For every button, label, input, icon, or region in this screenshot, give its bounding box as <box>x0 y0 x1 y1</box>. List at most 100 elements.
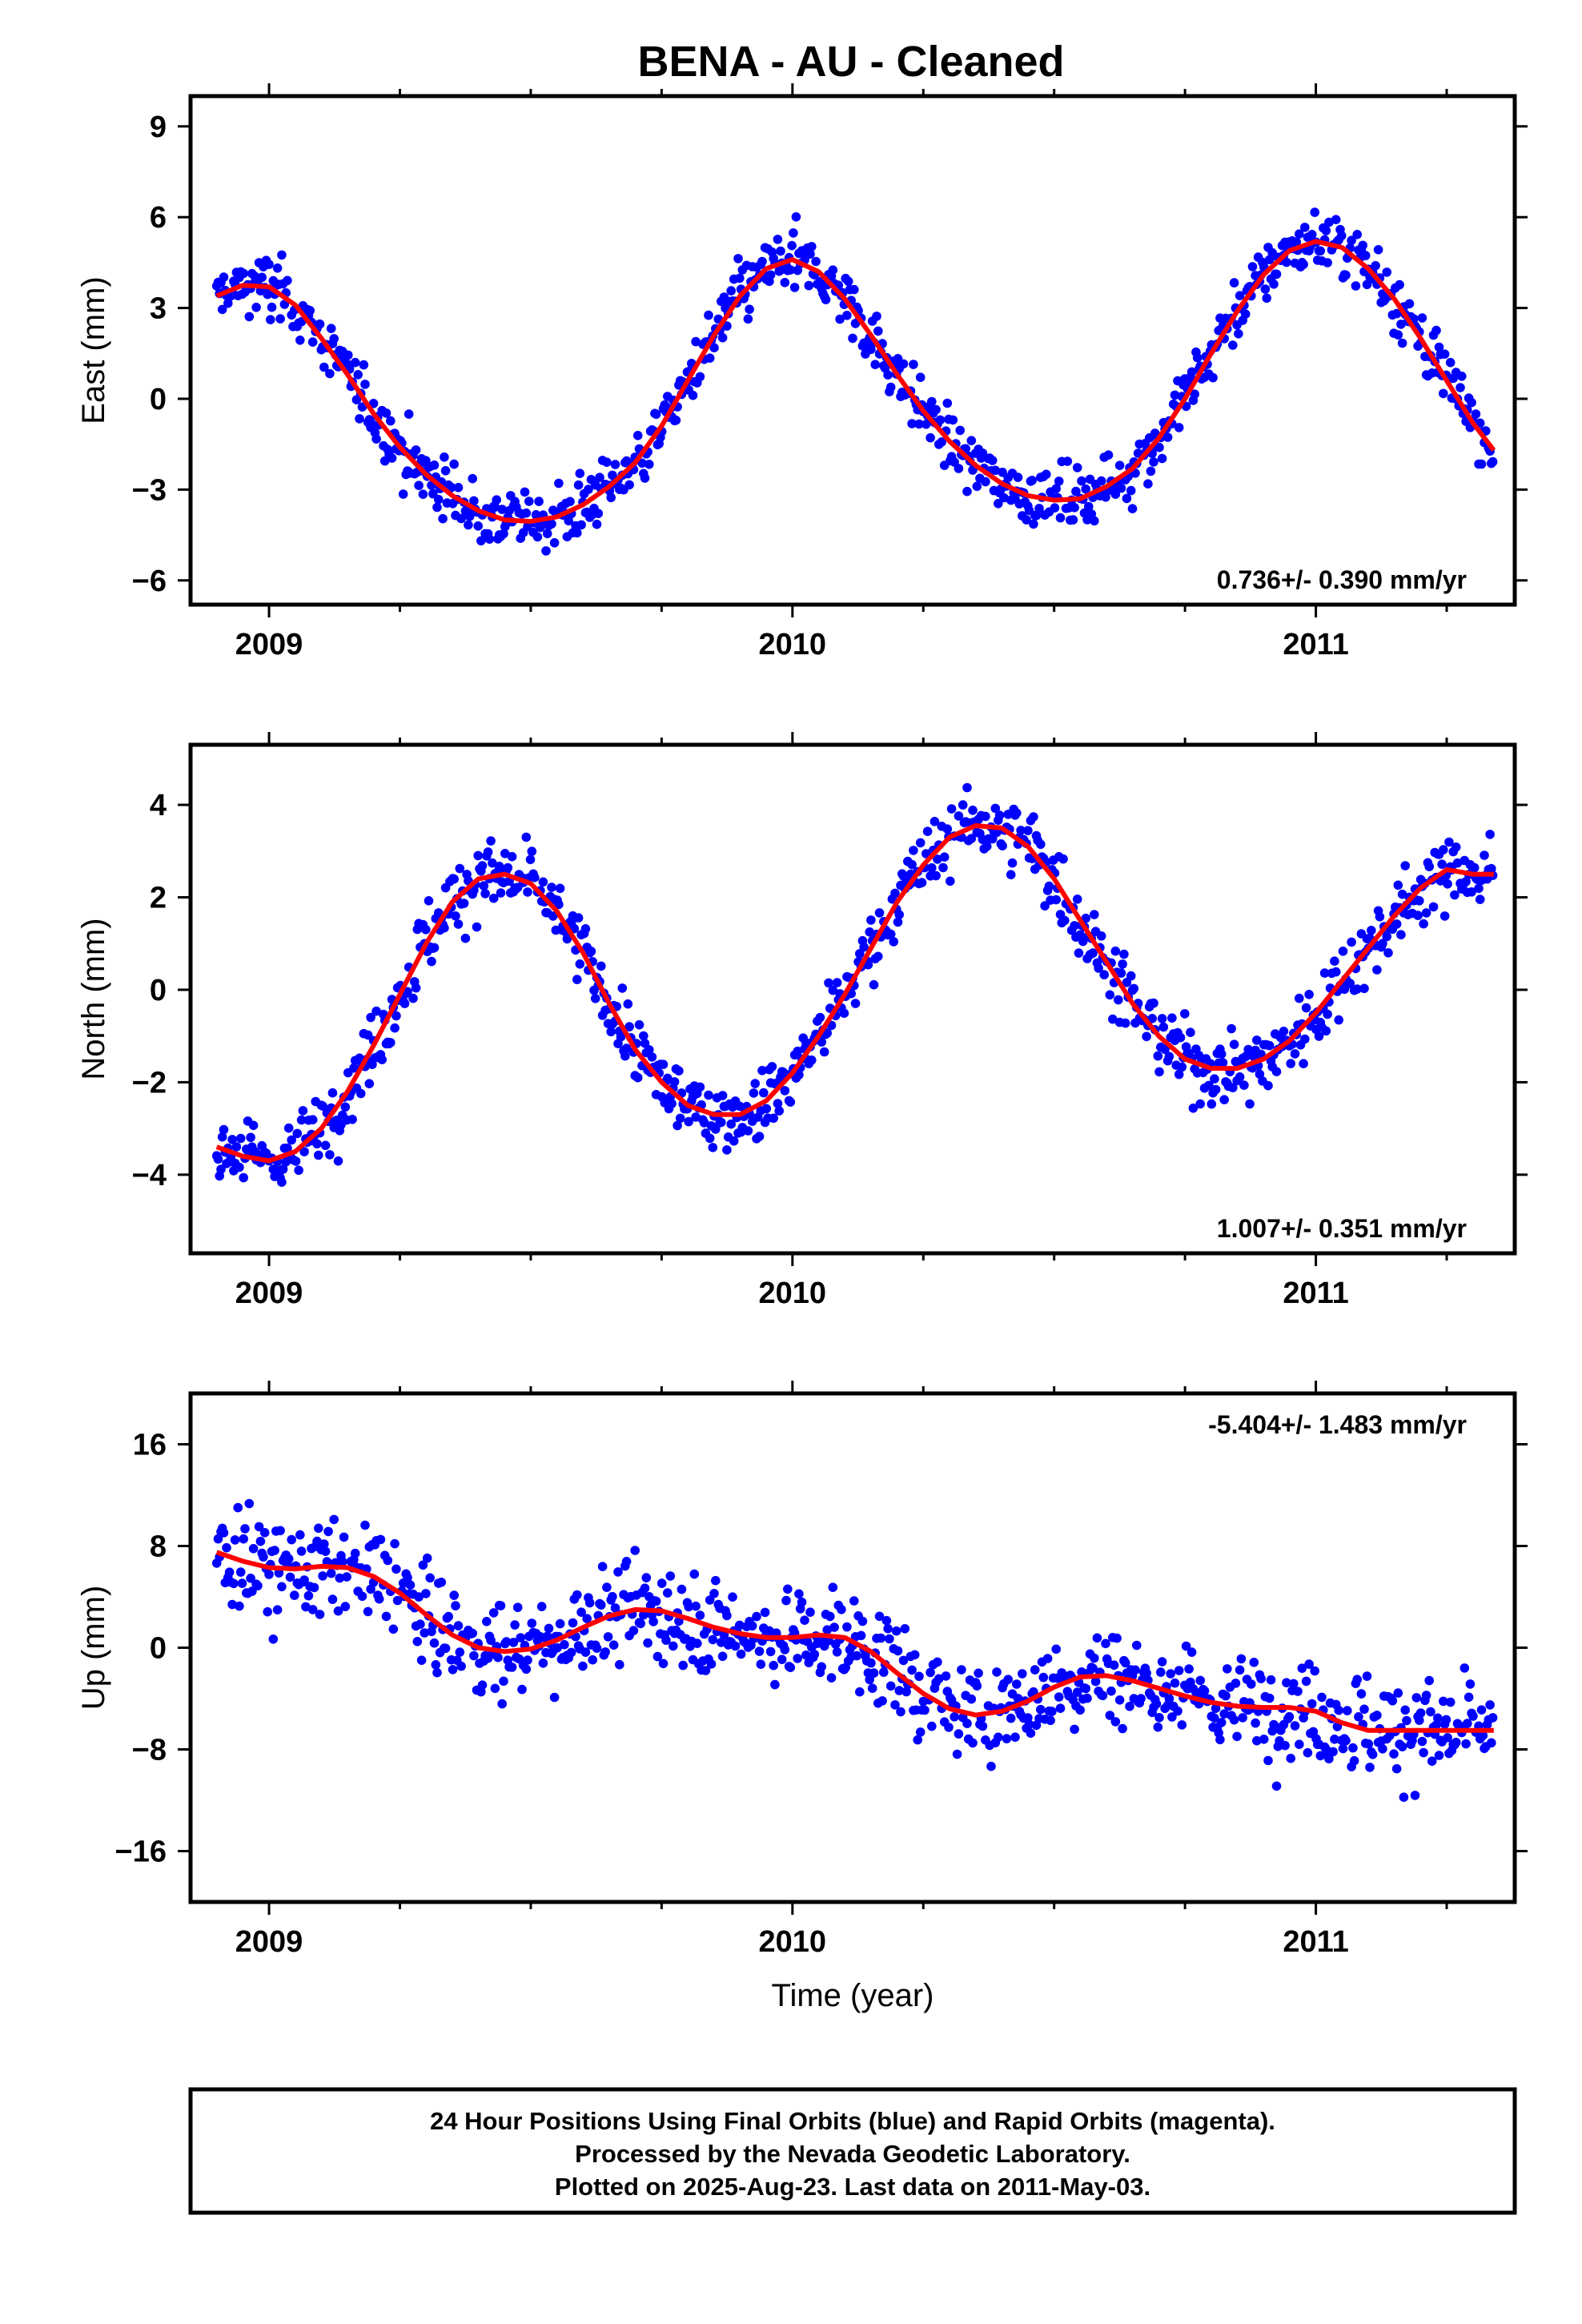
data-point <box>828 1582 838 1592</box>
data-point <box>832 1647 842 1657</box>
data-point <box>1415 896 1424 906</box>
data-point <box>691 336 701 347</box>
data-point <box>1396 320 1406 329</box>
data-point <box>322 1557 332 1566</box>
data-point <box>807 1055 817 1065</box>
data-point <box>849 284 859 295</box>
data-point <box>532 532 543 542</box>
data-point <box>819 1047 829 1057</box>
data-point <box>1469 862 1480 873</box>
data-point <box>1365 1763 1375 1772</box>
data-point <box>538 1659 548 1668</box>
data-point <box>608 1640 619 1650</box>
data-point <box>299 1147 309 1156</box>
data-point <box>1007 858 1018 868</box>
data-point <box>390 1023 400 1033</box>
data-point <box>1180 1009 1190 1019</box>
data-point <box>340 1602 351 1611</box>
data-point <box>547 883 556 892</box>
data-point <box>915 1727 926 1737</box>
data-point <box>1090 516 1099 526</box>
data-point <box>865 1675 874 1685</box>
data-point <box>717 1117 726 1128</box>
data-point <box>990 803 1001 814</box>
data-point <box>640 1583 650 1593</box>
data-point <box>259 1552 268 1562</box>
data-point <box>307 337 318 347</box>
data-point <box>1071 486 1081 497</box>
data-point <box>1068 515 1078 525</box>
data-point <box>350 1548 360 1558</box>
data-point <box>503 862 513 873</box>
data-point <box>705 353 715 364</box>
data-point <box>927 862 937 873</box>
data-point <box>576 1607 586 1617</box>
data-point <box>1319 968 1330 978</box>
data-point <box>704 1090 713 1100</box>
data-point <box>955 425 965 436</box>
data-point <box>1040 901 1050 911</box>
data-point <box>926 1667 935 1678</box>
data-point <box>277 1582 287 1592</box>
data-point <box>728 1592 737 1602</box>
data-point <box>1354 1712 1363 1722</box>
data-point <box>1465 1679 1476 1689</box>
data-point <box>842 1622 852 1632</box>
data-point <box>1419 1747 1428 1758</box>
model-line-north <box>215 823 1494 1164</box>
data-point <box>488 1608 499 1618</box>
model-line-east <box>215 239 1496 525</box>
data-point <box>1413 911 1423 920</box>
data-point <box>709 1589 719 1598</box>
data-point <box>342 1572 351 1582</box>
data-point <box>757 256 767 267</box>
data-point <box>891 1626 901 1636</box>
data-point <box>455 863 465 874</box>
data-point <box>1238 1713 1247 1723</box>
data-point <box>1282 1678 1291 1687</box>
data-point <box>314 1523 323 1534</box>
data-point <box>1177 1720 1187 1730</box>
data-point <box>1142 1031 1151 1042</box>
data-point <box>325 1150 335 1160</box>
data-point <box>1410 1791 1420 1800</box>
data-point <box>315 319 325 329</box>
data-point <box>1330 1735 1339 1744</box>
data-point <box>691 1112 701 1122</box>
data-point <box>1149 457 1158 467</box>
data-point <box>476 536 486 546</box>
data-point <box>1334 1015 1343 1025</box>
data-point <box>950 1712 959 1722</box>
data-point <box>663 1073 673 1084</box>
data-point <box>1299 1059 1308 1068</box>
data-point <box>1130 1665 1140 1675</box>
plot-frame <box>188 742 1517 1256</box>
data-point <box>319 1539 329 1549</box>
data-point <box>1428 902 1439 912</box>
data-point <box>1349 1755 1359 1766</box>
data-point <box>942 398 953 408</box>
data-point <box>468 473 477 484</box>
data-point <box>333 1606 343 1616</box>
data-point <box>1126 485 1136 496</box>
data-point <box>1181 1641 1191 1651</box>
data-point <box>641 1573 652 1582</box>
data-point <box>1330 956 1339 966</box>
data-point <box>326 324 336 334</box>
y-tick-label: 0 <box>150 383 167 416</box>
data-point <box>1098 1691 1108 1701</box>
data-point <box>1031 511 1042 521</box>
data-point <box>1308 1727 1319 1737</box>
data-point <box>530 872 540 883</box>
data-point <box>422 1553 432 1563</box>
data-point <box>1081 913 1090 923</box>
data-point <box>507 1663 517 1672</box>
data-point <box>647 1052 657 1062</box>
data-point <box>1216 1718 1227 1727</box>
data-point <box>320 1140 331 1151</box>
data-point <box>267 302 277 312</box>
data-point <box>1119 949 1129 959</box>
data-point <box>565 497 575 507</box>
data-point <box>538 877 548 887</box>
data-point <box>760 1607 770 1618</box>
